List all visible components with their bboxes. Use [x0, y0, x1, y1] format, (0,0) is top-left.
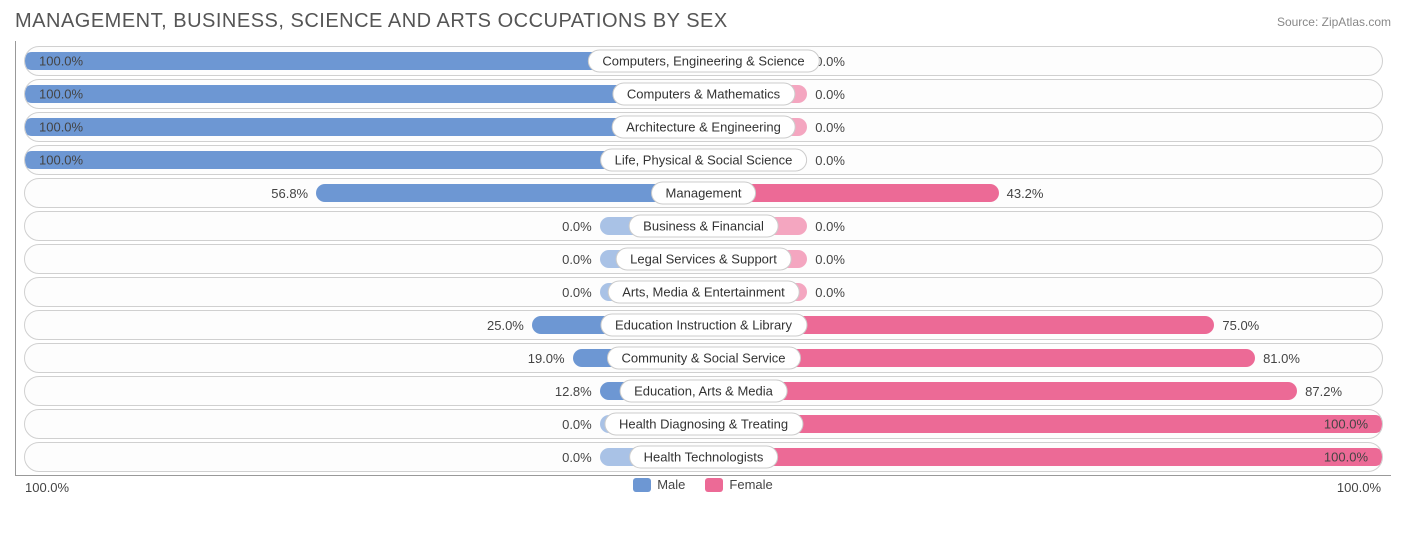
female-pct: 0.0% — [807, 219, 853, 234]
male-half: 12.8% — [25, 377, 704, 405]
chart-row: 0.0%Life, Physical & Social Science 100.0… — [24, 145, 1383, 175]
male-pct: 100.0% — [39, 87, 83, 102]
female-pct: 0.0% — [807, 87, 853, 102]
chart-row: 19.0% 81.0% Community & Social Service — [24, 343, 1383, 373]
male-half — [25, 113, 704, 141]
chart-row: 0.0%Computers, Engineering & Science100.… — [24, 46, 1383, 76]
female-half — [704, 410, 1383, 438]
legend-female-label: Female — [729, 477, 772, 492]
male-pct: 12.8% — [547, 384, 600, 399]
chart-row: 0.0% Computers & Mathematics 100.0% — [24, 79, 1383, 109]
male-pct: 25.0% — [479, 318, 532, 333]
female-half — [704, 443, 1383, 471]
row-label: Life, Physical & Social Science — [600, 149, 808, 172]
row-label: Computers & Mathematics — [612, 83, 795, 106]
row-label: Health Technologists — [629, 446, 779, 469]
male-half: 0.0% — [25, 443, 704, 471]
male-bar — [24, 118, 702, 136]
legend-male-label: Male — [657, 477, 685, 492]
row-label: Legal Services & Support — [615, 248, 792, 271]
male-pct: 100.0% — [39, 120, 83, 135]
female-bar — [706, 415, 1384, 433]
male-half — [25, 80, 704, 108]
chart-row: 0.0% Health Diagnosing & Treating 100.0% — [24, 409, 1383, 439]
chart-row: 12.8% 87.2% Education, Arts & Media — [24, 376, 1383, 406]
row-label: Arts, Media & Entertainment — [607, 281, 800, 304]
female-pct: 0.0% — [807, 153, 853, 168]
male-pct: 0.0% — [554, 417, 600, 432]
female-pct: 0.0% — [807, 285, 853, 300]
male-pct: 100.0% — [39, 153, 83, 168]
source-name: ZipAtlas.com — [1322, 15, 1391, 29]
chart-row: 0.0% 0.0% Legal Services & Support — [24, 244, 1383, 274]
female-half: 43.2% — [704, 179, 1383, 207]
male-pct: 0.0% — [554, 450, 600, 465]
chart-row: 0.0% 0.0% Business & Financial — [24, 211, 1383, 241]
axis-left-label: 100.0% — [25, 480, 69, 495]
male-half: 0.0% — [25, 212, 704, 240]
female-pct: 87.2% — [1297, 384, 1350, 399]
female-half: 81.0% — [704, 344, 1383, 372]
legend: Male Female — [15, 477, 1391, 492]
male-pct: 19.0% — [520, 351, 573, 366]
axis-right-label: 100.0% — [1337, 480, 1381, 495]
legend-male: Male — [633, 477, 685, 492]
male-pct: 0.0% — [554, 252, 600, 267]
chart-row: 0.0% Health Technologists 100.0% — [24, 442, 1383, 472]
chart-header: MANAGEMENT, BUSINESS, SCIENCE AND ARTS O… — [15, 10, 1391, 33]
male-pct: 56.8% — [263, 186, 316, 201]
female-pct: 75.0% — [1214, 318, 1267, 333]
row-label: Architecture & Engineering — [611, 116, 796, 139]
female-half: 0.0% — [704, 113, 1383, 141]
female-half: 0.0% — [704, 80, 1383, 108]
male-bar — [24, 85, 702, 103]
male-half: 56.8% — [25, 179, 704, 207]
legend-female: Female — [705, 477, 772, 492]
male-half: 0.0% — [25, 410, 704, 438]
female-bar — [706, 382, 1298, 400]
source-label: Source: — [1277, 15, 1318, 29]
female-pct: 100.0% — [1324, 417, 1368, 432]
chart-row: 25.0% 75.0% Education Instruction & Librar… — [24, 310, 1383, 340]
male-half: 0.0% — [25, 278, 704, 306]
legend-male-swatch — [633, 478, 651, 492]
female-pct: 100.0% — [1324, 450, 1368, 465]
male-pct: 0.0% — [554, 285, 600, 300]
male-bar — [316, 184, 701, 202]
row-label: Health Diagnosing & Treating — [604, 413, 803, 436]
female-half: 0.0% — [704, 245, 1383, 273]
male-half: 0.0% — [25, 245, 704, 273]
chart-plot-area: 0.0% Computers, Engineering & Science 100.… — [15, 41, 1391, 476]
female-pct: 81.0% — [1255, 351, 1308, 366]
row-label: Business & Financial — [628, 215, 779, 238]
chart-row: 56.8% 43.2% Management — [24, 178, 1383, 208]
chart-row: 0.0% Architecture & Engineering 100.0% — [24, 112, 1383, 142]
legend-female-swatch — [705, 478, 723, 492]
female-pct: 0.0% — [807, 120, 853, 135]
female-pct: 43.2% — [999, 186, 1052, 201]
row-label: Computers, Engineering & Science — [587, 50, 819, 73]
female-pct: 0.0% — [807, 252, 853, 267]
row-label: Community & Social Service — [607, 347, 801, 370]
male-pct: 0.0% — [554, 219, 600, 234]
chart-row: 0.0% 0.0% Arts, Media & Entertainment — [24, 277, 1383, 307]
female-half: 87.2% — [704, 377, 1383, 405]
female-half: 0.0% — [704, 212, 1383, 240]
chart-source: Source: ZipAtlas.com — [1277, 15, 1391, 29]
male-pct: 100.0% — [39, 54, 83, 69]
male-half: 19.0% — [25, 344, 704, 372]
row-label: Management — [651, 182, 757, 205]
female-bar — [706, 448, 1384, 466]
row-label: Education Instruction & Library — [600, 314, 807, 337]
row-label: Education, Arts & Media — [619, 380, 788, 403]
chart-title: MANAGEMENT, BUSINESS, SCIENCE AND ARTS O… — [15, 10, 728, 33]
female-half: 0.0% — [704, 278, 1383, 306]
